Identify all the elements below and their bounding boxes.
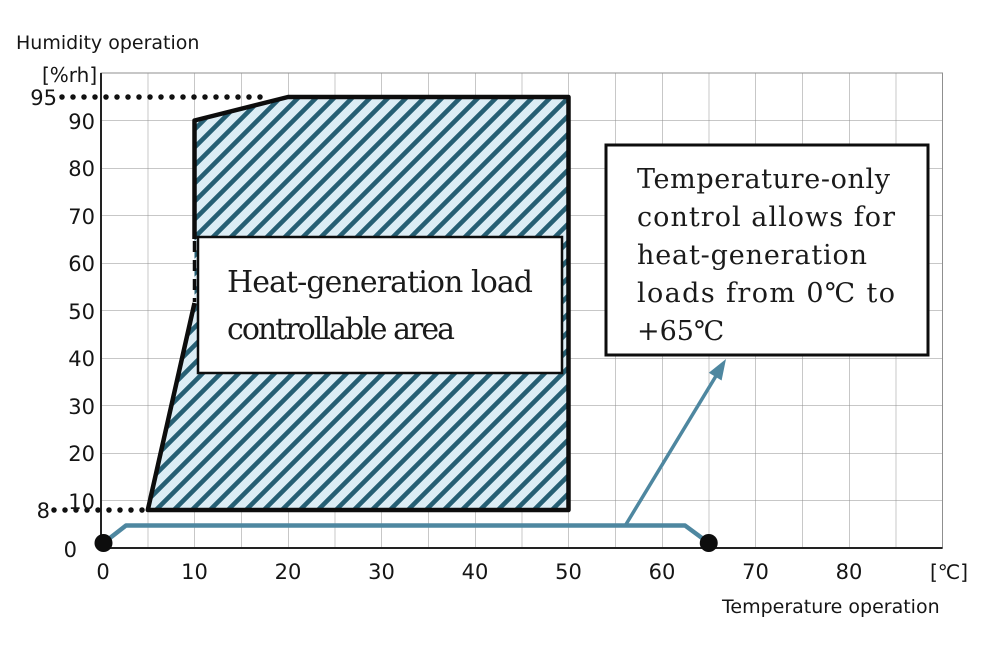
y-tick-50: 50 [68, 300, 95, 324]
area-label-box [196, 235, 564, 375]
y-tick-8: 8 [37, 499, 50, 523]
area-label-line1: Heat-generation load [227, 265, 533, 300]
y-tick-90: 90 [68, 110, 95, 134]
x-tick-70: 70 [742, 560, 769, 584]
x-axis-title: Temperature operation [721, 596, 940, 618]
endpoint-marker-65c [699, 534, 718, 552]
controllable-area-outline [145, 94, 571, 513]
x-tick-10: 10 [181, 560, 208, 584]
temperature-only-control-line [102, 523, 711, 545]
annotation-arrow-shaft [623, 370, 721, 527]
x-tick-80: 80 [836, 560, 863, 584]
x-tick-40: 40 [462, 560, 489, 584]
x-tick-0: 0 [96, 560, 109, 584]
x-tick-20: 20 [275, 560, 302, 584]
note-line2: control allows for [637, 202, 895, 233]
note-line3: heat-generation [637, 240, 867, 271]
y-tick-20: 20 [68, 442, 95, 466]
y-axis-unit: [%rh] [42, 63, 97, 87]
y-tick-70: 70 [68, 205, 95, 229]
x-axis-unit: [℃] [930, 560, 968, 584]
x-tick-50: 50 [555, 560, 582, 584]
y-tick-0: 0 [64, 538, 77, 562]
x-tick-60: 60 [649, 560, 676, 584]
y-tick-10: 10 [68, 490, 95, 514]
area-label-line2: controllable area [227, 312, 455, 347]
annotation-note-box [604, 143, 930, 357]
y-tick-80: 80 [68, 157, 95, 181]
y-tick-95: 95 [30, 86, 57, 110]
annotation-arrowhead-icon [708, 359, 726, 381]
endpoint-marker-0c [94, 534, 113, 552]
note-line4: loads from 0℃ to [637, 278, 895, 309]
note-line1: Temperature-only [637, 164, 891, 195]
y-axis-title: Humidity operation [16, 32, 199, 54]
y-tick-30: 30 [68, 395, 95, 419]
x-tick-30: 30 [368, 560, 395, 584]
y-tick-60: 60 [68, 252, 95, 276]
y-tick-40: 40 [68, 347, 95, 371]
note-line5: +65℃ [637, 316, 724, 347]
